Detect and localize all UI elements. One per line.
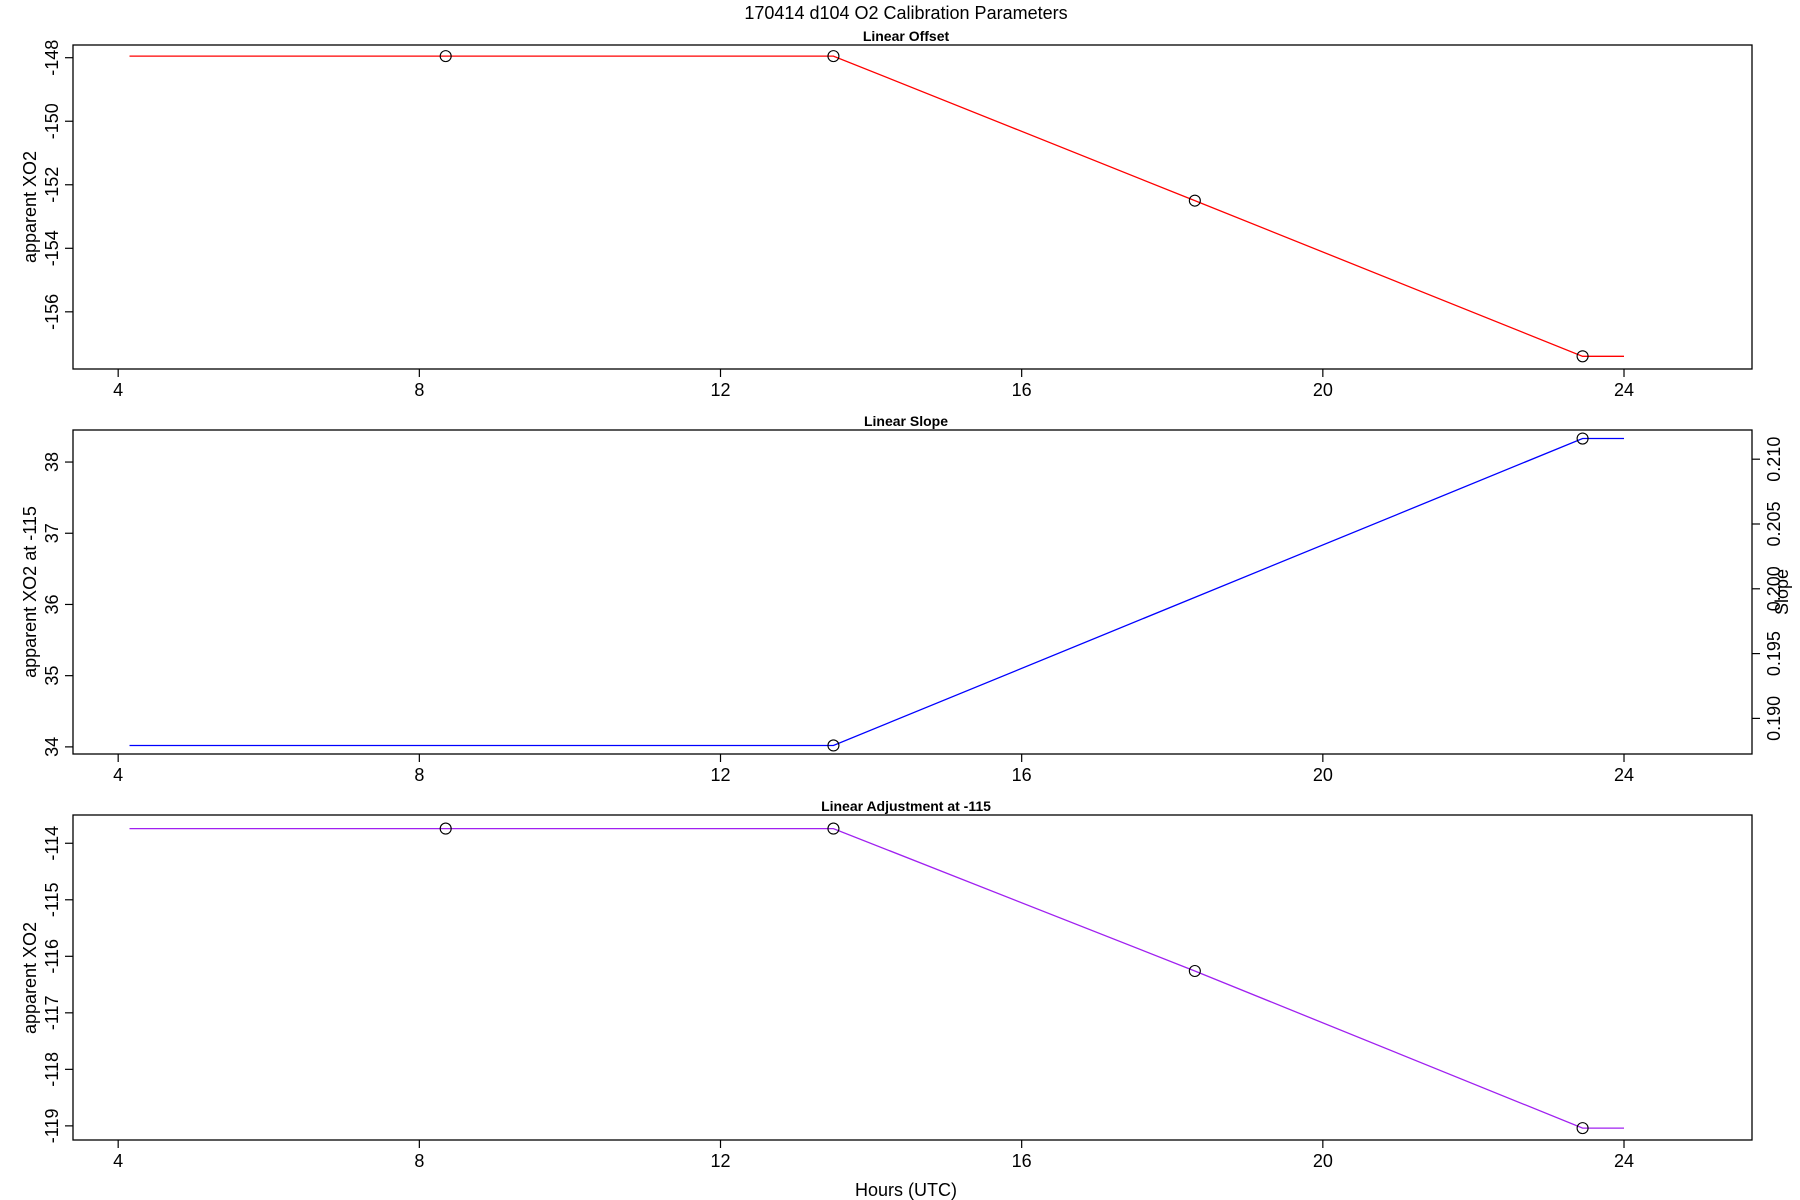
series-line [129, 437, 1624, 747]
y-axis-label: apparent XO2 [20, 922, 40, 1034]
y-tick-label: 37 [42, 523, 62, 543]
y-tick-label: -118 [42, 1052, 62, 1087]
x-tick-label: 24 [1614, 1151, 1634, 1171]
panel-linear-slope: Linear Slope apparent XO2 at -115 Slope … [20, 413, 1792, 785]
x-tick-label: 8 [414, 1151, 424, 1171]
x-tick-label: 24 [1614, 380, 1634, 400]
y-tick-label: -152 [42, 167, 62, 203]
x-tick-label: 8 [414, 380, 424, 400]
x-tick-label: 20 [1313, 380, 1333, 400]
series-line [129, 827, 1624, 1129]
y2-tick-label: 0.200 [1764, 566, 1784, 611]
data-point [827, 739, 840, 752]
y-tick-label: -150 [42, 103, 62, 139]
y2-tick-label: 0.210 [1764, 437, 1784, 482]
x-tick-label: 4 [113, 380, 123, 400]
x-tick-label: 4 [113, 1151, 123, 1171]
y-tick-label: 35 [42, 666, 62, 686]
y-tick-label: -148 [42, 40, 62, 76]
y-axis-label: apparent XO2 [20, 151, 40, 263]
figure-title: 170414 d104 O2 Calibration Parameters [744, 3, 1067, 23]
y-tick-label: 34 [42, 737, 62, 757]
x-tick-label: 8 [414, 765, 424, 785]
data-point [1576, 350, 1589, 363]
series-line [129, 55, 1624, 357]
data-point [1576, 432, 1589, 445]
x-tick-label: 16 [1012, 380, 1032, 400]
y-tick-label: -116 [42, 939, 62, 974]
data-point [439, 822, 452, 835]
panel-linear-offset: Linear Offset apparent XO2 4 8 12 16 20 24 -14… [20, 28, 1753, 400]
panel-linear-adjustment: Linear Adjustment at -115 apparent XO2 4… [20, 798, 1753, 1171]
data-point [1188, 964, 1201, 978]
x-tick-label: 24 [1614, 765, 1634, 785]
y-tick-label: 38 [42, 452, 62, 472]
x-tick-label: 16 [1012, 1151, 1032, 1171]
plot-frame [72, 429, 1753, 755]
x-tick-label: 16 [1012, 765, 1032, 785]
y2-tick-label: 0.195 [1764, 631, 1784, 676]
plot-frame [72, 814, 1753, 1141]
x-tick-label: 4 [113, 765, 123, 785]
panel-title: Linear Adjustment at -115 [821, 798, 991, 814]
y2-axis-label: Slope [1772, 569, 1792, 615]
y-tick-label: -115 [42, 882, 62, 917]
data-point [439, 50, 452, 63]
data-point [1576, 1122, 1589, 1135]
y-tick-label: -119 [42, 1109, 62, 1144]
y-tick-label: -156 [42, 294, 62, 330]
y-tick-label: -154 [42, 230, 62, 266]
y-tick-label: -117 [42, 995, 62, 1030]
x-tick-label: 12 [710, 765, 730, 785]
y-axis-label: apparent XO2 at -115 [20, 506, 40, 678]
x-tick-label: 12 [710, 1151, 730, 1171]
data-point [1188, 194, 1201, 207]
panel-title: Linear Slope [864, 413, 948, 429]
x-axis-label: Hours (UTC) [855, 1180, 957, 1200]
x-tick-label: 20 [1313, 765, 1333, 785]
y-tick-label: -114 [42, 826, 62, 861]
panel-title: Linear Offset [863, 28, 950, 44]
data-point [827, 822, 840, 835]
x-tick-label: 12 [710, 380, 730, 400]
y2-tick-label: 0.190 [1764, 696, 1784, 741]
data-point [827, 50, 840, 63]
x-tick-label: 20 [1313, 1151, 1333, 1171]
y2-tick-label: 0.205 [1764, 501, 1784, 546]
y-tick-label: 36 [42, 594, 62, 614]
plot-frame [72, 44, 1753, 370]
